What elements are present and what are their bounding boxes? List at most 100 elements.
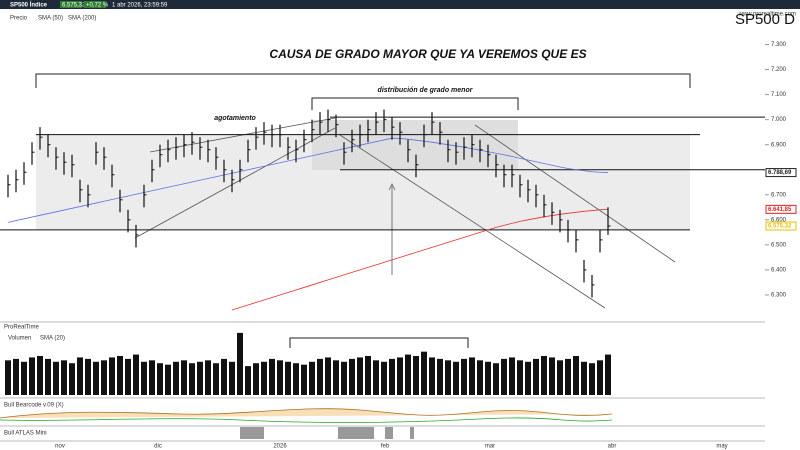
sma-line [7, 137, 609, 223]
oscillator-signal [0, 417, 613, 423]
volume-bar [21, 361, 27, 395]
legend-sma50: SMA (50) [38, 16, 63, 22]
volume-bar [357, 357, 363, 395]
price-label: 6.788,69 [768, 170, 792, 176]
date: 1 abr 2026, 23:59:59 [112, 3, 168, 9]
volume-bar [325, 357, 331, 395]
title: CAUSA DE GRADO MAYOR QUE YA VEREMOS QUE … [269, 47, 586, 61]
x-tick-label: nov [55, 444, 65, 450]
volume-bar [509, 357, 515, 395]
y-tick-label: 7.200 [771, 67, 787, 73]
x-tick-label: feb [381, 444, 390, 450]
volume-bar [525, 361, 531, 395]
volume-bar [173, 361, 179, 395]
volume-bar [453, 361, 459, 395]
volume-bar [13, 358, 19, 395]
volume-bar [581, 361, 587, 395]
volume-bar [461, 358, 467, 395]
volume-bar [125, 358, 131, 395]
volume-legend: Volumen [8, 336, 31, 342]
volume-bar [117, 356, 123, 395]
volume-bar [277, 360, 283, 395]
volume-bar [413, 356, 419, 395]
minor-bracket [311, 97, 519, 110]
volume-bar [533, 358, 539, 395]
volume-bar [29, 357, 35, 395]
y-tick-label: 6.500 [771, 242, 787, 248]
price-label-box [765, 168, 797, 178]
symbol: SP500 Índice [10, 1, 48, 9]
volume-bar [5, 360, 11, 395]
legend-price: Precio [10, 16, 28, 22]
volume-bar [565, 358, 571, 395]
legend-sma200: SMA (200) [68, 16, 96, 22]
volume-bar [493, 363, 499, 395]
annotation: agotamiento [214, 115, 256, 122]
volume-bar [293, 363, 299, 395]
price: 6.575,32 [62, 3, 86, 9]
volume-bar [69, 363, 75, 395]
osc-label: Bull Bearcode v.09 (X) [4, 403, 64, 409]
panel-label: ProRealTime [4, 325, 39, 331]
y-tick-label: 7.300 [771, 42, 787, 48]
volume-bar [389, 358, 395, 395]
volume-bar [213, 363, 219, 395]
volume-bar [77, 357, 83, 395]
volume-bar [437, 358, 443, 395]
y-tick-label: 6.600 [771, 217, 787, 223]
atlas-bars [240, 427, 414, 439]
x-tick-label: dic [154, 444, 162, 450]
volume-bracket [289, 337, 469, 348]
volume-bar [253, 363, 259, 395]
volume-bar [61, 360, 67, 395]
price-label: 6.641,85 [768, 207, 792, 213]
volume-bar [237, 332, 243, 395]
volume-bar [549, 357, 555, 395]
volume-bar [405, 354, 411, 395]
volume-bar [157, 363, 163, 395]
volume-bar [365, 356, 371, 395]
volume-bar [229, 361, 235, 395]
y-tick-label: 7.100 [771, 92, 787, 98]
volume-bar [589, 363, 595, 395]
volume-bar [317, 358, 323, 395]
oscillator [0, 408, 613, 419]
volume-bar [397, 357, 403, 395]
volume-bar [141, 361, 147, 395]
distribution-box [312, 120, 518, 170]
plot: 7.300 7.200 7.100 7.000 6.900 6.700 6.600 6.500… [0, 42, 797, 395]
volume-bar [181, 360, 187, 395]
volume-bar [197, 361, 203, 395]
volume-bar [261, 361, 267, 395]
volume-bar [245, 366, 251, 395]
y-tick-label: 6.700 [771, 192, 787, 198]
volume-bar [501, 358, 507, 395]
volume-bar [429, 357, 435, 395]
ticker: SP500 D [735, 11, 795, 28]
y-tick-label: 6.900 [771, 142, 787, 148]
volume-bar [37, 356, 43, 395]
volume-bar [597, 360, 603, 395]
annotation: distribución de grado menor [378, 87, 474, 94]
x-tick-label: 2026 [273, 444, 287, 450]
volume-bar [469, 357, 475, 395]
volume-bar [45, 358, 51, 395]
atlas-label: Bull ATLAS Mini [4, 431, 47, 437]
volume-bar [269, 358, 275, 395]
change: +0,72 % [86, 3, 109, 9]
volume-bar [285, 361, 291, 395]
y-tick-label: 6.300 [771, 293, 787, 299]
volume-bar [309, 361, 315, 395]
volume-bar [133, 354, 139, 395]
price-badge [60, 1, 82, 8]
major-bracket [35, 73, 691, 88]
volume-bar [101, 360, 107, 395]
volume-bar [333, 360, 339, 395]
volume-bar [165, 364, 171, 395]
volume-bar [341, 361, 347, 395]
volume-bar [445, 360, 451, 395]
volume-bar [381, 361, 387, 395]
volume-bar [85, 358, 91, 395]
volume-bar [421, 351, 427, 395]
